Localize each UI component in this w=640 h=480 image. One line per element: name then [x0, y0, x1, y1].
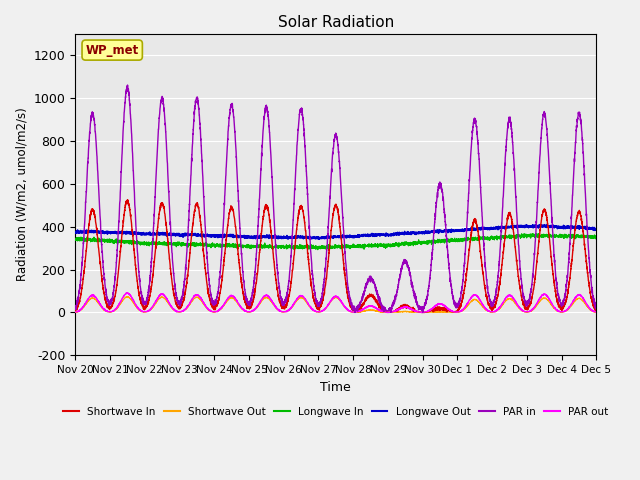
Title: Solar Radiation: Solar Radiation: [278, 15, 394, 30]
Y-axis label: Radiation (W/m2, umol/m2/s): Radiation (W/m2, umol/m2/s): [15, 108, 28, 281]
Legend: Shortwave In, Shortwave Out, Longwave In, Longwave Out, PAR in, PAR out: Shortwave In, Shortwave Out, Longwave In…: [59, 402, 612, 421]
X-axis label: Time: Time: [321, 381, 351, 394]
Text: WP_met: WP_met: [86, 44, 139, 57]
